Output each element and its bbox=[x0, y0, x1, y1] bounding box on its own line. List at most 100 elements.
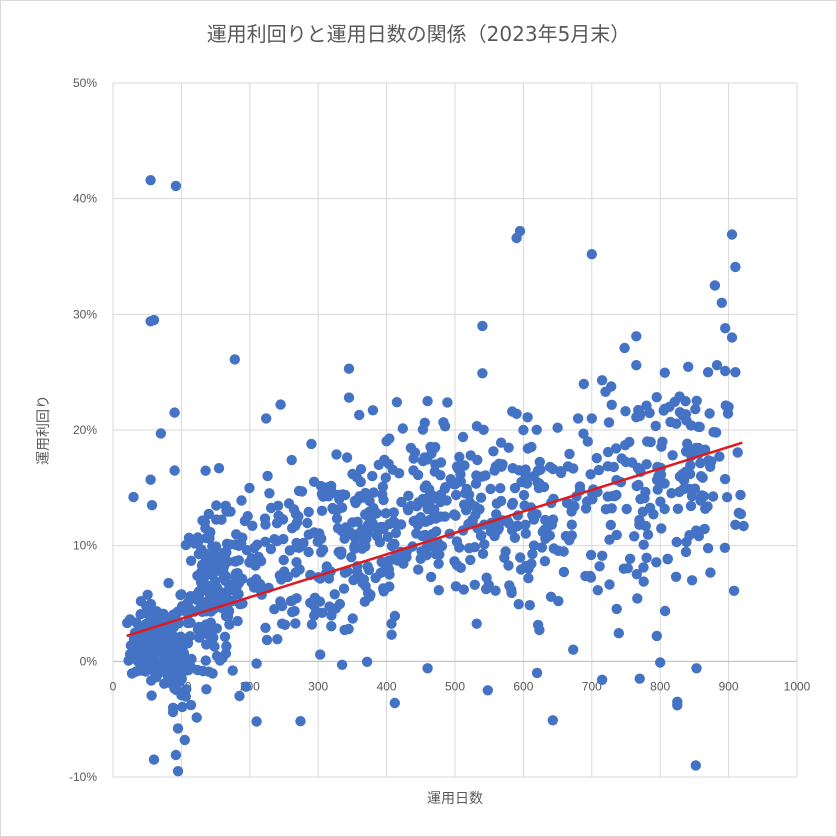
data-point bbox=[200, 655, 211, 666]
data-point bbox=[403, 490, 414, 501]
data-point bbox=[485, 483, 496, 495]
data-point bbox=[411, 501, 422, 512]
data-point bbox=[123, 655, 134, 666]
data-point bbox=[621, 503, 632, 515]
data-point bbox=[495, 483, 506, 494]
data-point bbox=[513, 465, 525, 476]
data-point bbox=[356, 526, 367, 537]
data-point bbox=[168, 665, 179, 676]
data-point bbox=[470, 478, 482, 489]
data-point bbox=[686, 575, 698, 586]
data-point bbox=[659, 605, 671, 617]
data-point bbox=[192, 624, 204, 635]
data-point bbox=[377, 481, 389, 492]
data-point bbox=[389, 697, 400, 709]
data-point bbox=[585, 549, 597, 561]
data-point bbox=[454, 451, 465, 463]
data-point bbox=[699, 523, 710, 535]
data-point bbox=[148, 314, 160, 326]
data-point bbox=[730, 261, 741, 273]
data-point bbox=[272, 634, 283, 645]
data-point bbox=[172, 766, 184, 777]
data-point bbox=[714, 451, 725, 462]
data-point bbox=[691, 395, 702, 406]
data-point bbox=[217, 563, 229, 574]
chart-title: 運用利回りと運用日数の関係（2023年5月末） bbox=[206, 22, 631, 46]
data-point bbox=[578, 378, 589, 390]
data-point bbox=[422, 663, 433, 674]
data-point bbox=[208, 558, 220, 569]
data-point bbox=[691, 663, 702, 674]
data-point bbox=[185, 617, 196, 628]
data-point bbox=[610, 443, 622, 454]
data-point bbox=[655, 657, 666, 668]
data-point bbox=[671, 536, 682, 548]
data-point bbox=[548, 543, 559, 554]
data-point bbox=[638, 576, 649, 587]
data-point bbox=[451, 536, 463, 547]
data-point bbox=[720, 365, 731, 377]
data-point bbox=[555, 467, 567, 479]
data-point bbox=[702, 543, 714, 554]
data-point bbox=[723, 401, 734, 413]
data-point bbox=[218, 547, 230, 558]
x-tick-label: 700 bbox=[582, 679, 602, 693]
data-point bbox=[253, 551, 264, 563]
data-point bbox=[721, 492, 733, 503]
data-point bbox=[544, 530, 555, 541]
data-point bbox=[329, 589, 340, 600]
data-point bbox=[417, 455, 429, 467]
data-point bbox=[659, 367, 670, 378]
data-point bbox=[251, 716, 262, 727]
data-point bbox=[442, 397, 453, 408]
data-point bbox=[291, 557, 302, 568]
data-point bbox=[352, 516, 363, 527]
data-point bbox=[197, 559, 208, 570]
data-point bbox=[224, 619, 235, 630]
data-point bbox=[667, 450, 678, 461]
data-point bbox=[463, 543, 475, 554]
data-point bbox=[185, 555, 197, 566]
data-point bbox=[405, 442, 417, 454]
data-point bbox=[477, 548, 489, 559]
data-point bbox=[341, 452, 353, 463]
data-point bbox=[503, 560, 514, 571]
data-point bbox=[155, 428, 167, 439]
data-point bbox=[321, 561, 332, 572]
data-point bbox=[648, 509, 659, 520]
data-point bbox=[637, 506, 649, 517]
data-point bbox=[175, 589, 186, 601]
data-point bbox=[592, 585, 603, 596]
data-point bbox=[384, 433, 395, 444]
data-point bbox=[413, 564, 424, 575]
data-point bbox=[286, 454, 297, 466]
data-point bbox=[137, 644, 148, 655]
data-point bbox=[355, 464, 367, 475]
x-tick-label: 400 bbox=[377, 679, 397, 693]
data-point bbox=[229, 354, 240, 365]
data-point bbox=[531, 667, 543, 679]
data-point bbox=[293, 542, 305, 553]
data-point bbox=[690, 760, 701, 771]
data-point bbox=[684, 530, 695, 541]
data-point bbox=[244, 557, 255, 568]
data-point bbox=[435, 457, 447, 468]
data-point bbox=[332, 489, 344, 501]
data-point bbox=[475, 492, 487, 503]
data-point bbox=[232, 568, 243, 579]
data-point bbox=[331, 513, 343, 524]
data-point bbox=[193, 586, 204, 598]
y-tick-label: 40% bbox=[73, 192, 97, 206]
data-point bbox=[666, 488, 677, 499]
data-point bbox=[695, 471, 707, 482]
data-point bbox=[191, 712, 202, 723]
data-point bbox=[597, 550, 608, 561]
data-point bbox=[449, 509, 460, 520]
data-point bbox=[434, 549, 445, 560]
data-point bbox=[378, 494, 389, 506]
data-point bbox=[604, 579, 615, 590]
data-point bbox=[421, 480, 432, 491]
data-point bbox=[624, 553, 636, 564]
data-point bbox=[185, 699, 197, 711]
data-point bbox=[684, 468, 696, 480]
